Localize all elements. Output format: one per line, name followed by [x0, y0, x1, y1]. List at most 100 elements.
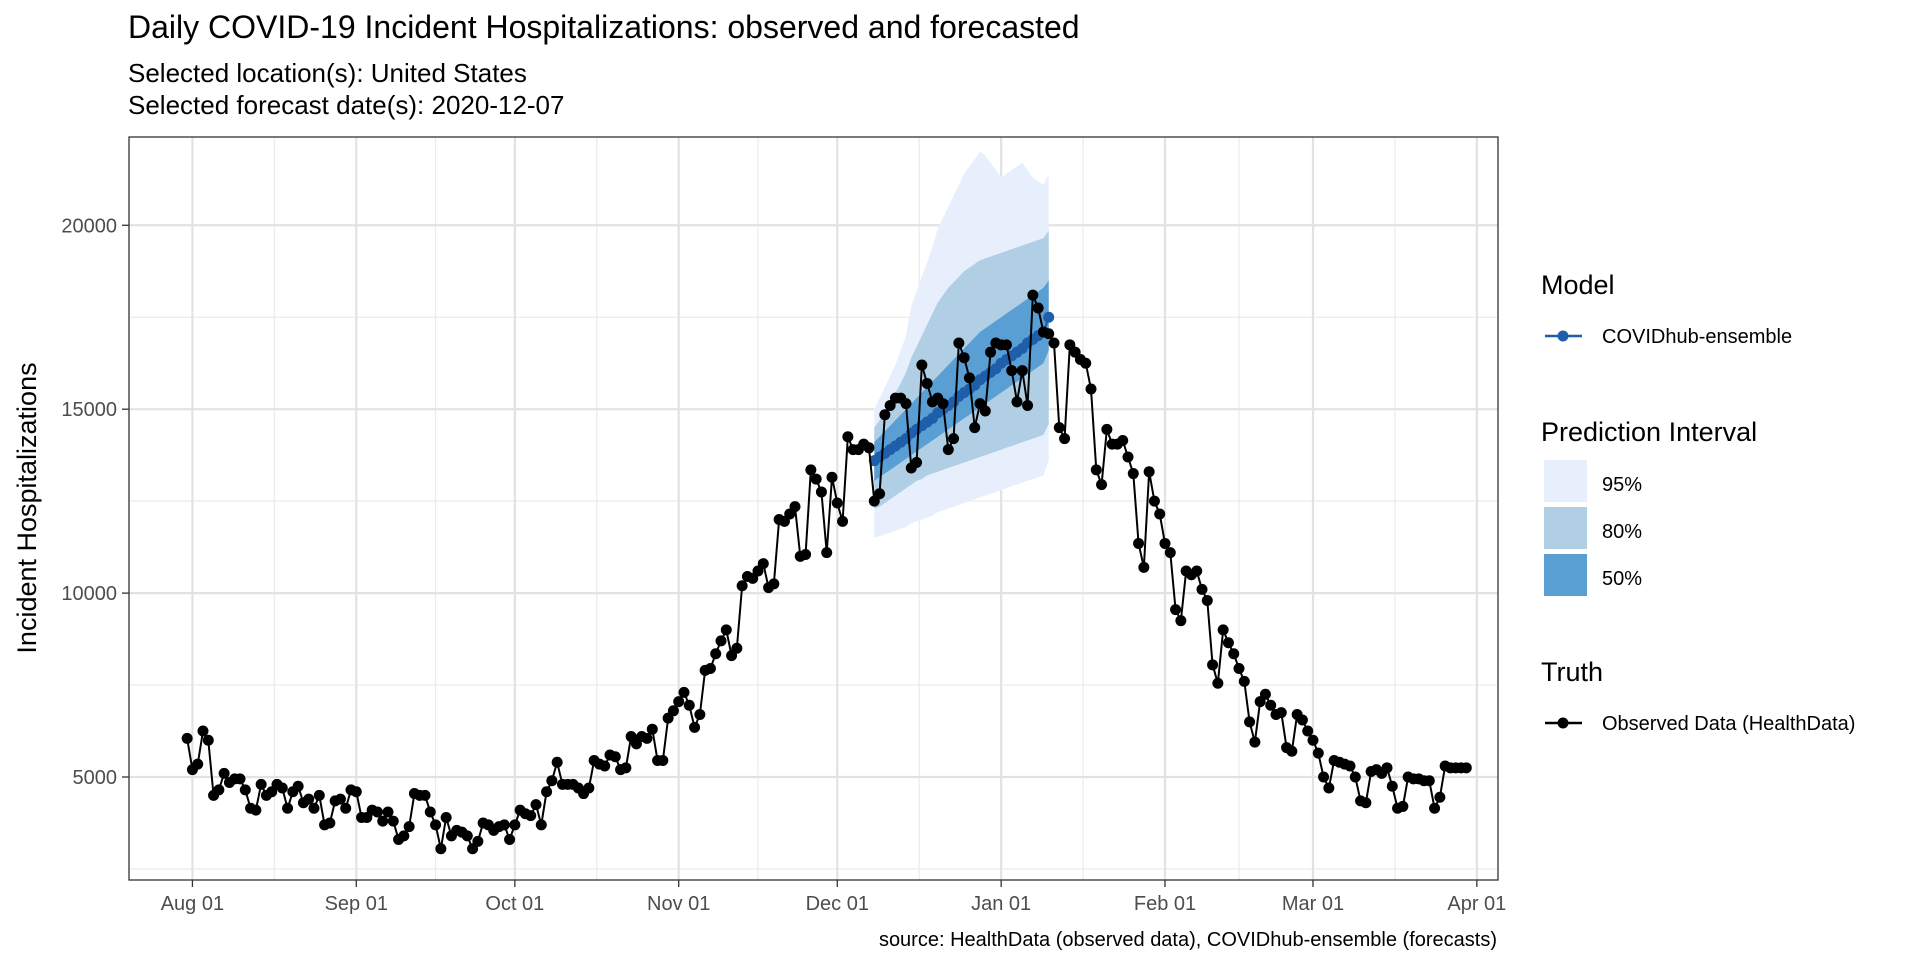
observed-point — [1238, 675, 1250, 687]
observed-point — [292, 780, 304, 792]
observed-point — [1000, 339, 1012, 351]
observed-point — [731, 642, 743, 654]
observed-point — [371, 806, 383, 818]
observed-point — [720, 624, 732, 636]
observed-point — [313, 789, 325, 801]
observed-point — [1096, 479, 1108, 491]
observed-point — [842, 431, 854, 443]
grid-lines — [129, 137, 1498, 880]
observed-point — [768, 578, 780, 590]
observed-point — [1043, 328, 1055, 340]
legend-label-covidhub-ensemble: COVIDhub-ensemble — [1602, 326, 1792, 348]
legend-key-point-truth — [1557, 717, 1569, 729]
x-tick-label: Dec 01 — [806, 893, 869, 915]
observed-point — [1318, 771, 1330, 783]
observed-point — [958, 352, 970, 364]
observed-point — [1027, 289, 1039, 301]
x-tick-label: Sep 01 — [325, 893, 388, 915]
observed-point — [1048, 337, 1060, 349]
observed-point — [1006, 365, 1018, 377]
observed-point — [403, 821, 415, 833]
observed-point — [667, 705, 679, 717]
observed-point — [1022, 400, 1034, 412]
observed-point — [1175, 615, 1187, 627]
observed-point — [181, 732, 193, 744]
legend-key-point-model — [1557, 330, 1569, 342]
observed-point — [715, 635, 727, 647]
legend-label-observed: Observed Data (HealthData) — [1602, 713, 1855, 735]
observed-point — [1154, 508, 1166, 520]
observed-point — [837, 515, 849, 527]
observed-point — [1397, 800, 1409, 812]
observed-point — [1312, 747, 1324, 759]
observed-point — [535, 819, 547, 831]
observed-point — [805, 464, 817, 476]
observed-point — [525, 810, 537, 822]
observed-point — [879, 409, 891, 421]
legend: Model COVIDhub-ensemble Prediction Inter… — [1541, 270, 1855, 735]
y-tick-label: 20000 — [61, 215, 117, 237]
legend-title-model: Model — [1541, 270, 1615, 300]
observed-point — [1080, 357, 1092, 369]
observed-point — [789, 501, 801, 513]
observed-point — [377, 815, 389, 827]
forecast-point — [1043, 311, 1055, 323]
observed-point — [1249, 736, 1261, 748]
observed-point — [461, 830, 473, 842]
observed-point — [1164, 547, 1176, 559]
x-tick-label: Aug 01 — [161, 893, 224, 915]
observed-point — [757, 558, 769, 570]
observed-point — [303, 793, 315, 805]
observed-point — [430, 819, 442, 831]
observed-point — [1460, 762, 1472, 774]
observed-point — [1011, 396, 1023, 408]
observed-point — [620, 762, 632, 774]
observed-point — [1217, 624, 1229, 636]
legend-label-50: 50% — [1602, 568, 1642, 590]
observed-point — [673, 696, 685, 708]
observed-point — [953, 337, 965, 349]
observed-point — [218, 767, 230, 779]
observed-point — [948, 433, 960, 445]
observed-point — [1323, 782, 1335, 794]
observed-line — [186, 294, 1467, 851]
observed-point — [1085, 383, 1097, 395]
observed-point — [276, 782, 288, 794]
observed-point — [213, 784, 225, 796]
y-tick-label: 10000 — [61, 583, 117, 605]
observed-point — [736, 580, 748, 592]
observed-point — [921, 377, 933, 389]
x-tick-label: Jan 01 — [971, 893, 1031, 915]
observed-point — [1302, 725, 1314, 737]
legend-label-80: 80% — [1602, 521, 1642, 543]
observed-point — [350, 786, 362, 798]
observed-point — [641, 732, 653, 744]
observed-point — [704, 663, 716, 675]
observed-point — [985, 346, 997, 358]
legend-swatch-80 — [1544, 507, 1587, 549]
observed-point — [942, 444, 954, 456]
legend-swatch-95 — [1544, 460, 1587, 502]
observed-point — [689, 721, 701, 733]
plot-panel-border — [128, 136, 1499, 881]
observed-point — [979, 405, 991, 417]
y-axis-title: Incident Hospitalizations — [12, 362, 42, 653]
observed-point — [646, 723, 658, 735]
observed-point — [815, 486, 827, 498]
observed-point — [937, 398, 949, 410]
observed-point — [831, 497, 843, 509]
y-tick-label: 15000 — [61, 399, 117, 421]
x-tick-label: Mar 01 — [1282, 893, 1344, 915]
observed-point — [250, 804, 262, 816]
observed-point — [435, 843, 447, 855]
y-tick-label: 5000 — [73, 767, 118, 789]
legend-title-truth: Truth — [1541, 657, 1603, 687]
observed-point — [1222, 637, 1234, 649]
observed-point — [821, 547, 833, 559]
x-tick-label: Apr 01 — [1447, 893, 1506, 915]
observed-point — [197, 725, 209, 737]
observed-point — [1386, 780, 1398, 792]
observed-point — [530, 799, 542, 811]
observed-point — [472, 835, 484, 847]
legend-label-95: 95% — [1602, 474, 1642, 496]
